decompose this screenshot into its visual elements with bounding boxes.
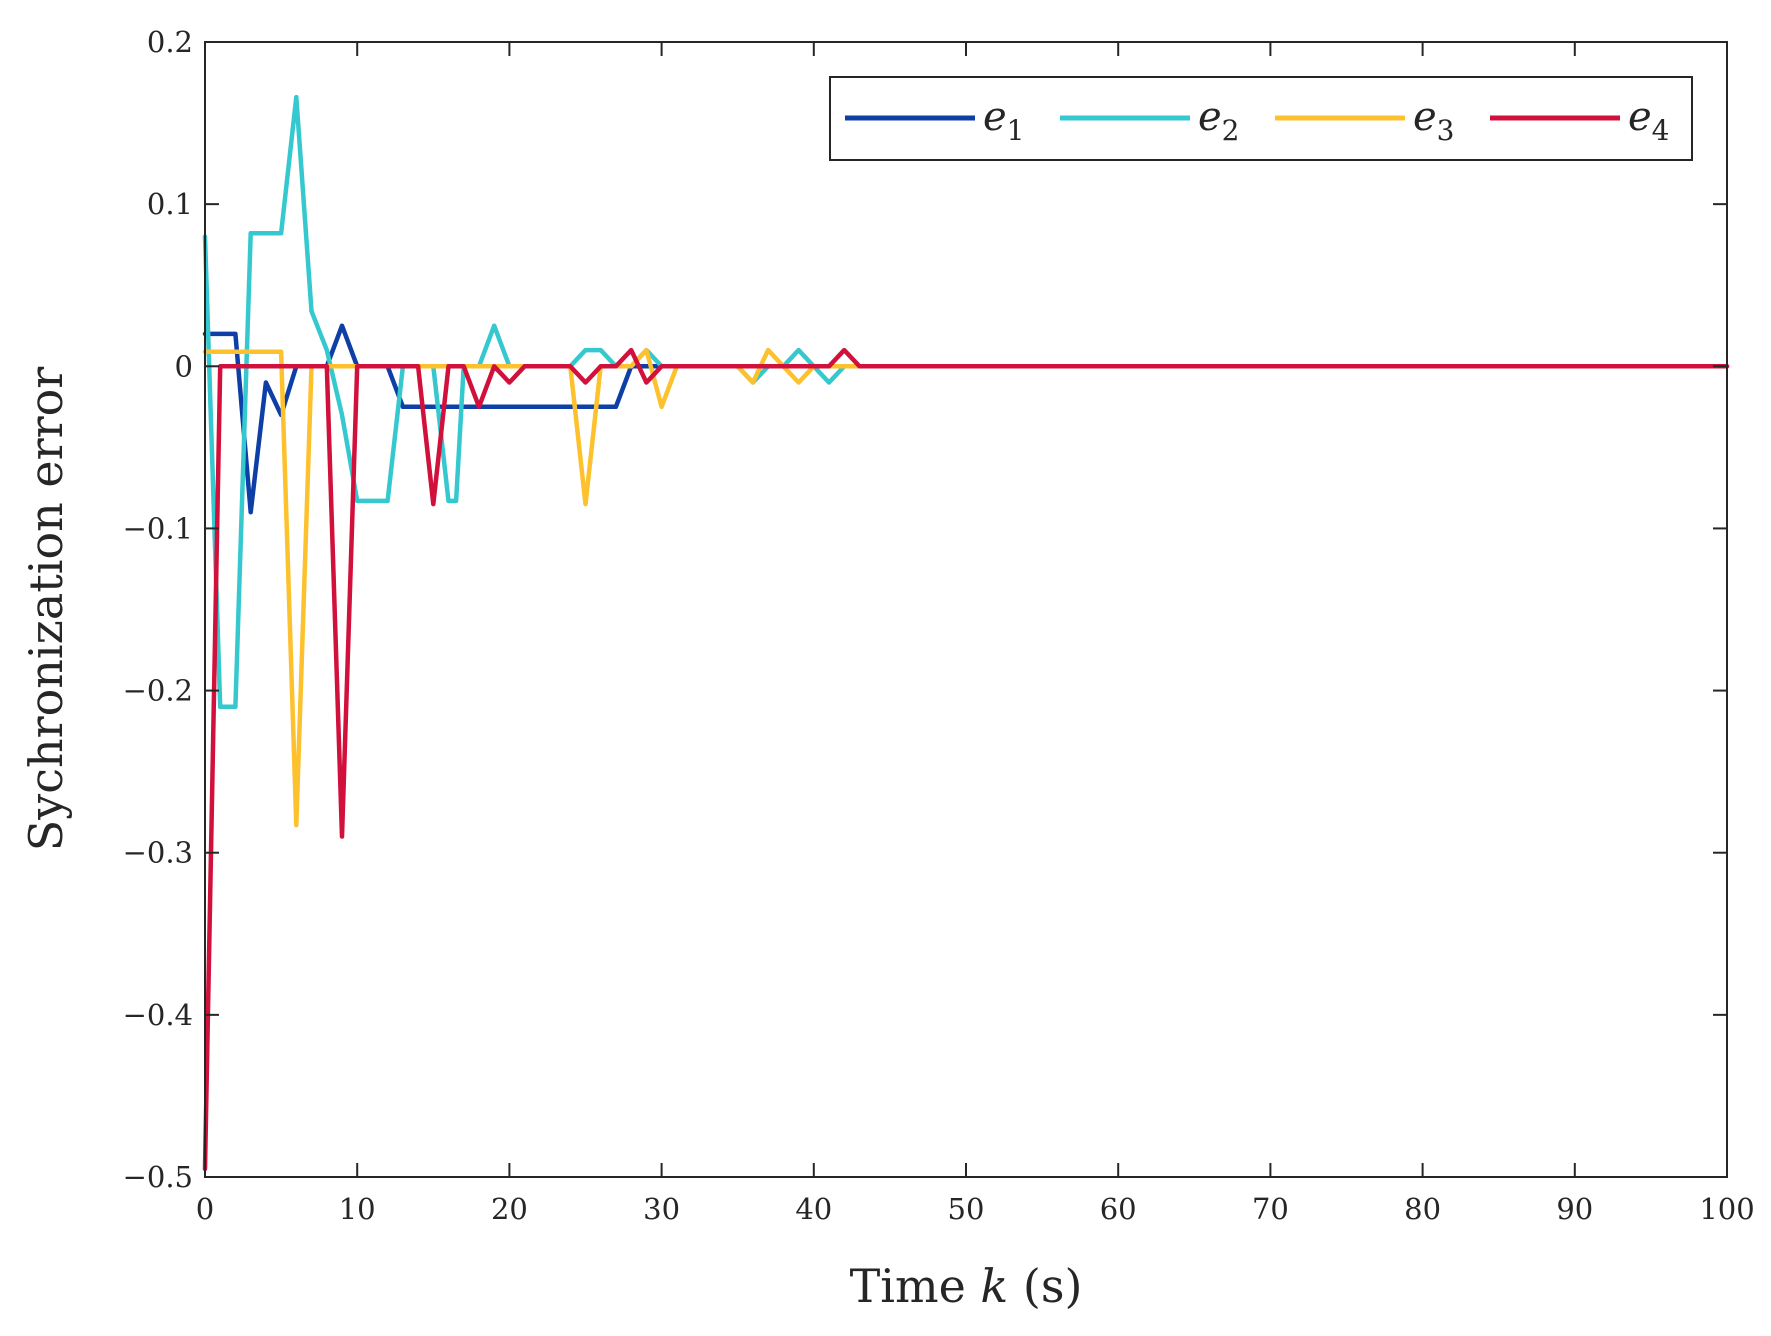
x-tick-label-5: 50 (948, 1192, 985, 1226)
legend-entries: e1 e2 e3 e4 (845, 94, 1670, 147)
y-tick-label-3: −0.2 (123, 674, 193, 708)
y-tick-label-2: −0.3 (123, 836, 193, 870)
y-tick-label-4: −0.1 (123, 511, 193, 545)
y-axis-label: Sychronization error (19, 367, 73, 852)
x-tick-label-9: 90 (1556, 1192, 1593, 1226)
x-tick-label-4: 40 (795, 1192, 832, 1226)
legend-label-sub-e4: 4 (1652, 114, 1670, 147)
x-tick-label-8: 80 (1404, 1192, 1441, 1226)
x-axis-label-prefix: Time (850, 1259, 981, 1313)
ticks-layer (204, 41, 1728, 1178)
y-tick-label-5: 0 (175, 349, 193, 383)
x-tick-label-1: 10 (339, 1192, 376, 1226)
y-tick-label-0: −0.5 (123, 1160, 193, 1194)
x-tick-label-6: 60 (1100, 1192, 1137, 1226)
legend: e1 e2 e3 e4 (829, 76, 1693, 161)
labels-layer: 0 10 20 30 40 50 60 70 80 90 100−0.5−0.4−0.3−0.2−0… (123, 25, 1755, 1226)
x-axis-label-variable: k (980, 1259, 1008, 1313)
legend-label-base-e3: e (1413, 94, 1437, 140)
y-tick-label-1: −0.4 (123, 998, 193, 1032)
series-line-e3 (202, 347, 1730, 828)
x-tick-label-7: 70 (1252, 1192, 1289, 1226)
series-line-e4 (202, 347, 1730, 1172)
x-axis-label-unit: (s) (1008, 1259, 1082, 1313)
x-tick-label-10: 100 (1699, 1192, 1754, 1226)
series-line-e1 (202, 323, 1730, 515)
legend-label-base-e2: e (1198, 94, 1222, 140)
legend-label-e3: e3 (1413, 94, 1455, 147)
x-tick-label-2: 20 (491, 1192, 528, 1226)
legend-label-sub-e3: 3 (1437, 114, 1455, 147)
x-tick-label-3: 30 (643, 1192, 680, 1226)
series-layer (202, 94, 1730, 1172)
legend-label-e1: e1 (983, 94, 1025, 147)
legend-label-base-e1: e (983, 94, 1007, 140)
y-tick-label-7: 0.2 (147, 25, 193, 59)
y-tick-label-6: 0.1 (147, 187, 193, 221)
legend-label-sub-e2: 2 (1222, 114, 1240, 147)
x-tick-label-0: 0 (196, 1192, 214, 1226)
legend-label-sub-e1: 1 (1007, 114, 1025, 147)
legend-label-base-e4: e (1628, 94, 1652, 140)
legend-label-e4: e4 (1628, 94, 1670, 147)
x-axis-label: Time k (s) (850, 1259, 1083, 1313)
legend-label-e2: e2 (1198, 94, 1240, 147)
